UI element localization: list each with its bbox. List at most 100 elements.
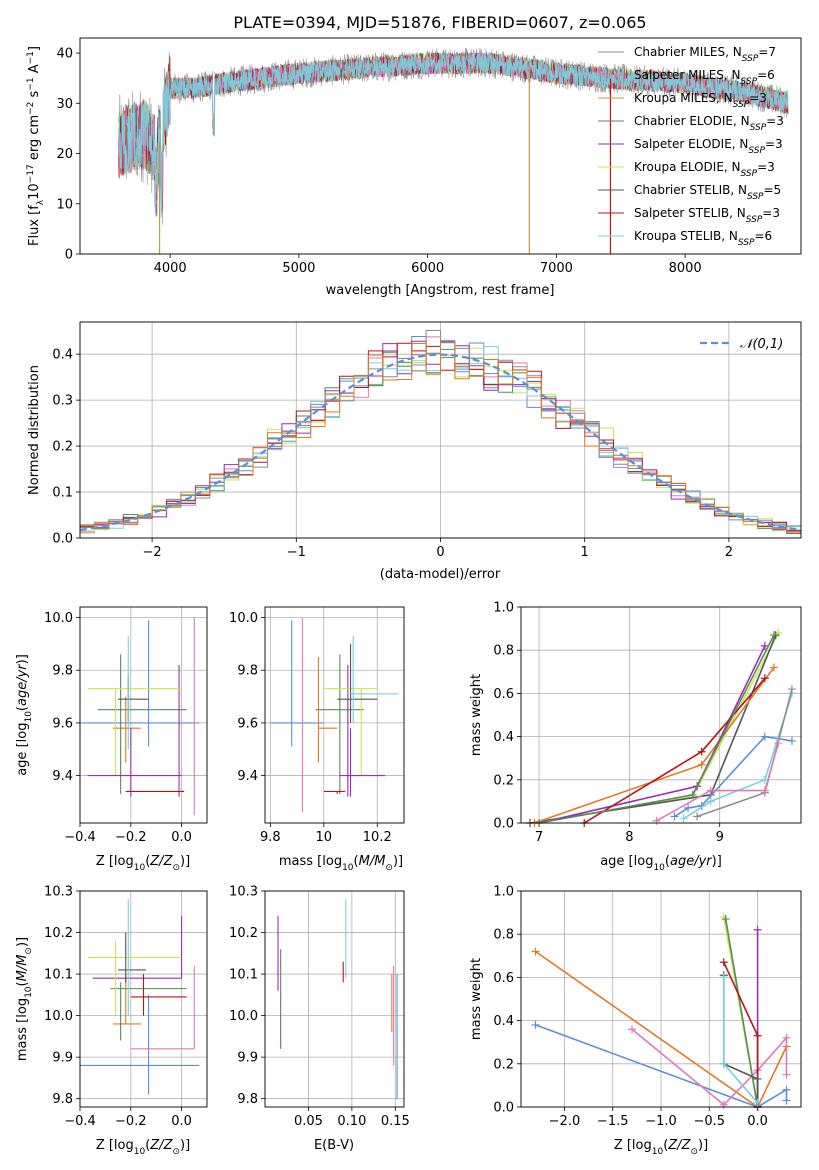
weight-series-chabrier_elodie (724, 918, 759, 1108)
y-tick-label: 9.8 (52, 664, 73, 679)
age-vs-mass-xlabel: mass [log10(M/M⊙)] (279, 854, 403, 873)
y-tick-label: 0.2 (493, 1057, 514, 1072)
y-tick-label: 10.3 (229, 885, 258, 900)
age-vs-z-axes: −0.4 −0.2 0.0 9.4 9.6 9.8 10.0 (44, 607, 207, 845)
x-tick-label: 7000 (540, 261, 573, 276)
weight-marker (628, 1025, 637, 1034)
x-tick-label: 10 (316, 830, 333, 845)
y-tick-label: 0.1 (52, 486, 73, 501)
mass-weight-vs-z-frame (520, 890, 802, 1108)
x-tick-label: 8000 (669, 261, 702, 276)
mass-weight-vs-z-xlabel: Z [log10(Z/Z⊙)] (614, 1138, 708, 1157)
y-tick-label: 0.3 (52, 394, 73, 409)
age-vs-z-xlabel: Z [log10(Z/Z⊙)] (96, 854, 190, 873)
y-tick-label: 0.4 (52, 348, 73, 363)
legend-label: Kroupa ELODIE, NSSP=3 (634, 160, 775, 179)
y-tick-label: 0.0 (493, 1101, 514, 1116)
x-tick-label: 0.05 (294, 1114, 323, 1129)
y-tick-label: 9.8 (237, 1092, 258, 1107)
weight-marker (531, 1020, 540, 1029)
legend-label: Kroupa MILES, NSSP=3 (634, 91, 767, 110)
weight-marker (693, 812, 702, 821)
y-tick-label: 9.9 (237, 1051, 258, 1066)
gaussian-curve (79, 353, 799, 531)
mass-weight-vs-age-xlabel: age [log10(age/yr)] (600, 854, 722, 873)
legend-label: Chabrier STELIB, NSSP=5 (634, 183, 781, 202)
y-tick-label: 1.0 (493, 601, 514, 616)
x-tick-label: 0.15 (381, 1114, 410, 1129)
x-tick-label: −1.5 (597, 1114, 629, 1129)
weight-marker (769, 631, 778, 640)
age-vs-z-ylabel: age [log10(age/yr)] (15, 654, 34, 776)
mass-vs-ebv-points (277, 899, 398, 1099)
x-tick-label: 7 (535, 830, 543, 845)
weight-marker (753, 1074, 762, 1083)
age-vs-z-frame (79, 606, 208, 824)
weight-marker (670, 812, 679, 821)
legend-label: Chabrier MILES, NSSP=7 (634, 45, 776, 64)
weight-marker (782, 1070, 791, 1079)
weight-marker (753, 1031, 762, 1040)
x-tick-label: 4000 (154, 261, 187, 276)
mass-vs-z-xlabel: Z [log10(Z/Z⊙)] (96, 1138, 190, 1157)
x-tick-label: 0.10 (337, 1114, 366, 1129)
weight-marker (719, 973, 728, 982)
weight-marker (684, 803, 693, 812)
y-tick-label: 1.0 (493, 885, 514, 900)
y-tick-label: 0.2 (52, 440, 73, 455)
y-tick-label: 10.2 (229, 926, 258, 941)
weight-series-salpeter_stelib (723, 961, 759, 1107)
y-tick-label: 10.2 (44, 926, 73, 941)
age-vs-mass-axes: 9.8 10 10.2 9.4 9.6 9.8 10.0 (229, 607, 404, 845)
y-tick-label: 10 (56, 197, 73, 212)
y-tick-label: 10.1 (44, 968, 73, 983)
y-tick-label: 10.0 (44, 611, 73, 626)
y-tick-label: 0.4 (493, 1014, 514, 1029)
weight-series-orange (534, 667, 775, 824)
mass-vs-z-points (80, 899, 200, 1095)
weight-marker (719, 1059, 728, 1068)
mass-weight-vs-age-frame (520, 606, 802, 824)
weight-marker (719, 958, 728, 967)
age-vs-mass-points (270, 617, 399, 813)
weight-marker (753, 925, 762, 934)
mass-weight-vs-age-axes: 7 8 9 0.0 0.2 0.4 0.6 0.8 1.0 (493, 601, 801, 845)
residuals-legend-label: 𝒩(0,1) (740, 337, 783, 352)
weight-series-salpeter_elodie (538, 645, 766, 824)
weight-marker (760, 786, 769, 795)
y-tick-label: 30 (56, 97, 73, 112)
y-tick-label: 0.0 (52, 532, 73, 547)
x-tick-label: 9.8 (260, 830, 281, 845)
x-tick-label: 5000 (282, 261, 315, 276)
y-tick-label: 9.9 (52, 1051, 73, 1066)
mass-vs-z-ylabel: mass [log10(M/M⊙)] (15, 937, 34, 1061)
mass-weight-vs-z-axes: −2.0 −1.5 −1.0 −0.5 0.0 0.0 0.2 0.4 0.6 0.8 1.0 (493, 885, 801, 1129)
x-tick-label: −0.5 (693, 1114, 725, 1129)
spectrum-legend: Chabrier MILES, NSSP=7 Salpeter MILES, NS… (598, 45, 784, 248)
spectrum-frame (79, 37, 802, 255)
figure-title: PLATE=0394, MJD=51876, FIBERID=0607, z=0… (233, 13, 646, 32)
mass-vs-ebv-axes: 0.05 0.10 0.15 9.8 9.9 10.0 10.1 10.2 10.3 (229, 885, 410, 1130)
y-tick-label: 9.6 (52, 716, 73, 731)
y-tick-label: 10.3 (44, 885, 73, 900)
weight-series-blue (535, 1024, 788, 1108)
legend-label: Chabrier ELODIE, NSSP=3 (634, 114, 784, 133)
weight-series-kroupa_stelib (723, 977, 759, 1104)
weight-marker (787, 685, 796, 694)
weight-marker (697, 747, 706, 756)
x-tick-label: −0.4 (64, 1114, 96, 1129)
y-tick-label: 9.8 (237, 664, 258, 679)
x-tick-label: −0.4 (64, 830, 96, 845)
y-tick-label: 10.0 (229, 1009, 258, 1024)
y-tick-label: 10.1 (229, 968, 258, 983)
weight-marker (531, 947, 540, 956)
weight-marker (706, 797, 715, 806)
y-tick-label: 0.4 (493, 730, 514, 745)
x-tick-label: 6000 (411, 261, 444, 276)
weight-series-kroupa_elodie (529, 632, 780, 824)
x-tick-label: 1 (581, 545, 589, 560)
mass-vs-z-axes: −0.4 −0.2 0.0 9.8 9.9 10.0 10.1 10.2 10.3 (44, 885, 207, 1129)
y-tick-label: 0.8 (493, 644, 514, 659)
legend-label: Salpeter MILES, NSSP=6 (634, 68, 775, 87)
